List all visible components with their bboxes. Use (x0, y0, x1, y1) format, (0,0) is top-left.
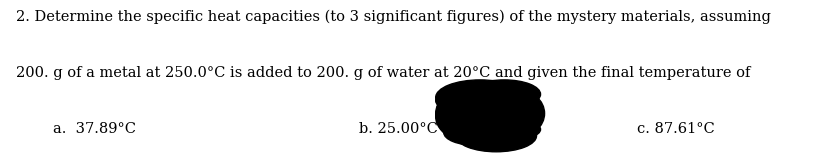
Ellipse shape (435, 86, 541, 147)
Ellipse shape (488, 89, 545, 137)
Text: c. 87.61°C: c. 87.61°C (637, 122, 715, 136)
Text: a.  37.89°C: a. 37.89°C (53, 122, 136, 136)
Ellipse shape (456, 120, 537, 152)
Ellipse shape (444, 120, 509, 145)
Ellipse shape (468, 80, 541, 109)
Ellipse shape (476, 118, 541, 141)
Text: b. 25.00°C: b. 25.00°C (359, 122, 438, 136)
Text: 2. Determine the specific heat capacities (to 3 significant figures) of the myst: 2. Determine the specific heat capacitie… (16, 10, 771, 24)
Text: 200. g of a metal at 250.0°C is added to 200. g of water at 20°C and given the f: 200. g of a metal at 250.0°C is added to… (16, 66, 751, 80)
Ellipse shape (435, 80, 524, 115)
Ellipse shape (435, 89, 492, 137)
Ellipse shape (435, 88, 500, 113)
